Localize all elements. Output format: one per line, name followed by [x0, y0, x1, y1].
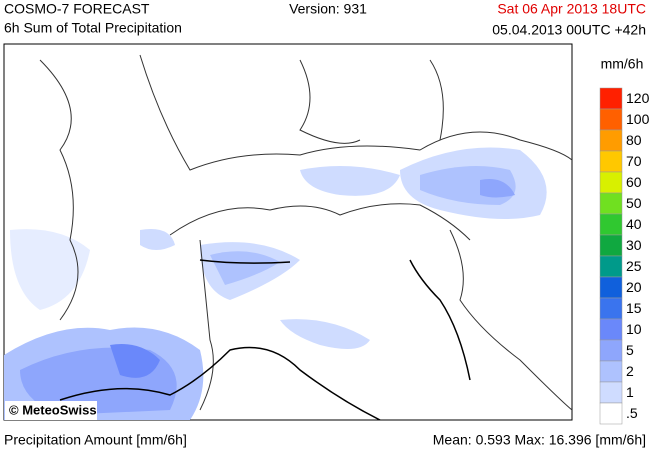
legend-swatch	[599, 87, 623, 110]
precip-areas	[4, 147, 547, 420]
title: COSMO-7 FORECAST	[4, 1, 150, 17]
legend: 120 100 80 70 60 50 40 30 25 20 15 10 5 2 1 .5	[599, 87, 650, 425]
legend-label: 5	[626, 342, 634, 358]
footer-right: Mean: 0.593 Max: 16.396 [mm/6h]	[433, 432, 646, 448]
legend-label: 120	[626, 90, 650, 106]
legend-label: 50	[626, 195, 642, 211]
legend-unit: mm/6h	[601, 56, 644, 72]
footer-left: Precipitation Amount [mm/6h]	[4, 432, 187, 448]
legend-label: 20	[626, 279, 642, 295]
legend-swatch	[599, 360, 623, 383]
legend-label: 15	[626, 300, 642, 316]
legend-swatch	[599, 234, 623, 257]
legend-swatch	[599, 129, 623, 152]
legend-label: 80	[626, 132, 642, 148]
subtitle: 6h Sum of Total Precipitation	[4, 20, 182, 36]
legend-label: 40	[626, 216, 642, 232]
legend-label: 70	[626, 153, 642, 169]
valid-time: Sat 06 Apr 2013 18UTC	[497, 1, 646, 17]
legend-swatch	[599, 381, 623, 404]
legend-swatch	[599, 171, 623, 194]
legend-swatch	[599, 402, 623, 425]
run-time: 05.04.2013 00UTC +42h	[492, 22, 646, 38]
legend-label: 25	[626, 258, 642, 274]
legend-label: 30	[626, 237, 642, 253]
legend-swatch	[599, 318, 623, 341]
map: © MeteoSwiss	[3, 43, 573, 421]
legend-swatch	[599, 108, 623, 131]
legend-swatch	[599, 339, 623, 362]
legend-swatch	[599, 150, 623, 173]
legend-label: 100	[626, 111, 650, 127]
borders	[39, 54, 572, 420]
legend-label: 60	[626, 174, 642, 190]
legend-label: 1	[626, 384, 634, 400]
legend-label: 10	[626, 321, 642, 337]
legend-label: 2	[626, 363, 634, 379]
legend-swatch	[599, 192, 623, 215]
credit: © MeteoSwiss	[9, 402, 97, 417]
legend-swatch	[599, 255, 623, 278]
legend-swatch	[599, 276, 623, 299]
legend-swatch	[599, 297, 623, 320]
version: Version: 931	[289, 1, 367, 17]
credit-box	[5, 401, 97, 420]
legend-swatch	[599, 213, 623, 236]
legend-label: .5	[626, 405, 638, 421]
